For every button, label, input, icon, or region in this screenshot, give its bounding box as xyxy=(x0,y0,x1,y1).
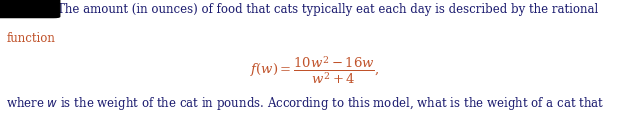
Text: $f(w) = \dfrac{10w^2 - 16w}{w^2 + 4},$: $f(w) = \dfrac{10w^2 - 16w}{w^2 + 4},$ xyxy=(250,54,379,86)
Text: where $w$ is the weight of the cat in pounds. According to this model, what is t: where $w$ is the weight of the cat in po… xyxy=(6,94,604,111)
Text: The amount (in ounces) of food that cats typically eat each day is described by : The amount (in ounces) of food that cats… xyxy=(57,3,598,16)
Text: eats 9 ounces of food per day? Can the cat eat 12 ounces of food per day? Explai: eats 9 ounces of food per day? Can the c… xyxy=(6,114,582,115)
FancyBboxPatch shape xyxy=(0,0,60,18)
Text: function: function xyxy=(6,32,55,45)
